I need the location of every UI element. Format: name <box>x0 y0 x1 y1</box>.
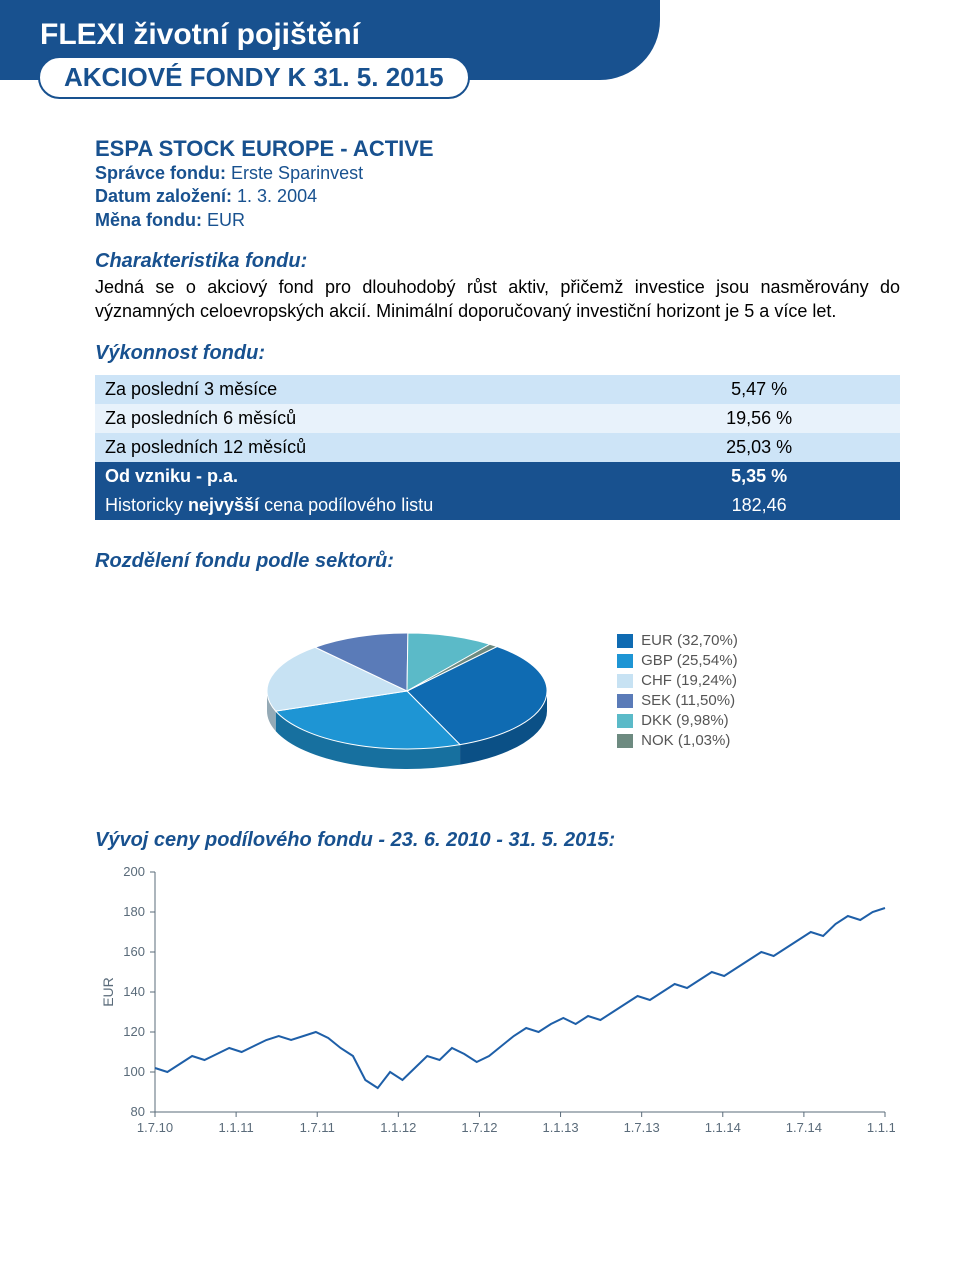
svg-text:100: 100 <box>123 1064 145 1079</box>
fund-manager: Správce fondu: Erste Sparinvest <box>95 162 900 185</box>
performance-title: Výkonnost fondu: <box>95 342 900 365</box>
perf-label: Historicky nejvyšší cena podílového list… <box>95 491 618 520</box>
legend-item: DKK (9,98%) <box>617 712 738 729</box>
pie-chart-container: EUR (32,70%) GBP (25,54%) CHF (19,24%) SEK … <box>95 603 900 779</box>
pie-chart <box>257 603 557 779</box>
characteristics-text: Jedná se o akciový fond pro dlouhodobý r… <box>95 275 900 324</box>
legend-item: SEK (11,50%) <box>617 692 738 709</box>
pie-legend: EUR (32,70%) GBP (25,54%) CHF (19,24%) SEK … <box>617 629 738 752</box>
characteristics-title: Charakteristika fondu: <box>95 250 900 273</box>
svg-text:180: 180 <box>123 904 145 919</box>
legend-item: GBP (25,54%) <box>617 652 738 669</box>
page-main-title: FLEXI životní pojištění <box>40 18 360 52</box>
legend-label: CHF (19,24%) <box>641 672 737 689</box>
perf-value: 5,35 % <box>618 462 900 491</box>
svg-text:1.1.14: 1.1.14 <box>705 1120 741 1135</box>
svg-text:EUR: EUR <box>100 977 116 1007</box>
table-row: Za posledních 6 měsíců19,56 % <box>95 404 900 433</box>
legend-label: SEK (11,50%) <box>641 692 735 709</box>
fund-manager-value: Erste Sparinvest <box>231 163 363 183</box>
legend-item: CHF (19,24%) <box>617 672 738 689</box>
allocation-title: Rozdělení fondu podle sektorů: <box>95 550 900 573</box>
perf-label: Za poslední 3 měsíce <box>95 375 618 404</box>
fund-currency: Měna fondu: EUR <box>95 209 900 232</box>
fund-currency-label: Měna fondu: <box>95 210 202 230</box>
svg-text:1.1.13: 1.1.13 <box>542 1120 578 1135</box>
table-row: Za poslední 3 měsíce5,47 % <box>95 375 900 404</box>
perf-value: 182,46 <box>618 491 900 520</box>
performance-table: Za poslední 3 měsíce5,47 %Za posledních … <box>95 375 900 520</box>
svg-text:160: 160 <box>123 944 145 959</box>
perf-label: Od vzniku - p.a. <box>95 462 618 491</box>
legend-swatch <box>617 634 633 648</box>
perf-value: 5,47 % <box>618 375 900 404</box>
svg-text:1.1.12: 1.1.12 <box>380 1120 416 1135</box>
svg-text:120: 120 <box>123 1024 145 1039</box>
perf-label: Za posledních 6 měsíců <box>95 404 618 433</box>
legend-swatch <box>617 734 633 748</box>
legend-swatch <box>617 674 633 688</box>
fund-founded-value: 1. 3. 2004 <box>237 186 317 206</box>
legend-label: EUR (32,70%) <box>641 632 738 649</box>
perf-label: Za posledních 12 měsíců <box>95 433 618 462</box>
header: FLEXI životní pojištění AKCIOVÉ FONDY K … <box>0 0 960 120</box>
legend-swatch <box>617 694 633 708</box>
legend-label: NOK (1,03%) <box>641 732 730 749</box>
subtitle-text: AKCIOVÉ FONDY K 31. 5. 2015 <box>64 62 444 92</box>
fund-founded-label: Datum založení: <box>95 186 232 206</box>
svg-text:1.7.13: 1.7.13 <box>624 1120 660 1135</box>
svg-text:200: 200 <box>123 864 145 879</box>
legend-swatch <box>617 714 633 728</box>
perf-value: 19,56 % <box>618 404 900 433</box>
legend-item: EUR (32,70%) <box>617 632 738 649</box>
table-row: Od vzniku - p.a.5,35 % <box>95 462 900 491</box>
svg-text:1.7.11: 1.7.11 <box>300 1120 335 1135</box>
price-chart-title: Vývoj ceny podílového fondu - 23. 6. 201… <box>95 829 900 852</box>
fund-name: ESPA STOCK EUROPE - ACTIVE <box>95 136 900 162</box>
svg-text:1.7.12: 1.7.12 <box>461 1120 497 1135</box>
svg-text:1.7.14: 1.7.14 <box>786 1120 822 1135</box>
table-row: Historicky nejvyšší cena podílového list… <box>95 491 900 520</box>
subtitle-pill: AKCIOVÉ FONDY K 31. 5. 2015 <box>38 56 470 99</box>
legend-label: GBP (25,54%) <box>641 652 737 669</box>
fund-currency-value: EUR <box>207 210 245 230</box>
perf-value: 25,03 % <box>618 433 900 462</box>
fund-manager-label: Správce fondu: <box>95 163 226 183</box>
fund-founded: Datum založení: 1. 3. 2004 <box>95 185 900 208</box>
legend-label: DKK (9,98%) <box>641 712 729 729</box>
line-chart: 80 100 120 140 160 180 200 1.7.10 1.1.11 1.7.11 1.… <box>95 862 900 1142</box>
legend-swatch <box>617 654 633 668</box>
svg-text:1.1.15: 1.1.15 <box>867 1120 895 1135</box>
table-row: Za posledních 12 měsíců25,03 % <box>95 433 900 462</box>
svg-text:1.1.11: 1.1.11 <box>219 1120 254 1135</box>
svg-text:1.7.10: 1.7.10 <box>137 1120 173 1135</box>
legend-item: NOK (1,03%) <box>617 732 738 749</box>
svg-text:80: 80 <box>131 1104 145 1119</box>
svg-text:140: 140 <box>123 984 145 999</box>
